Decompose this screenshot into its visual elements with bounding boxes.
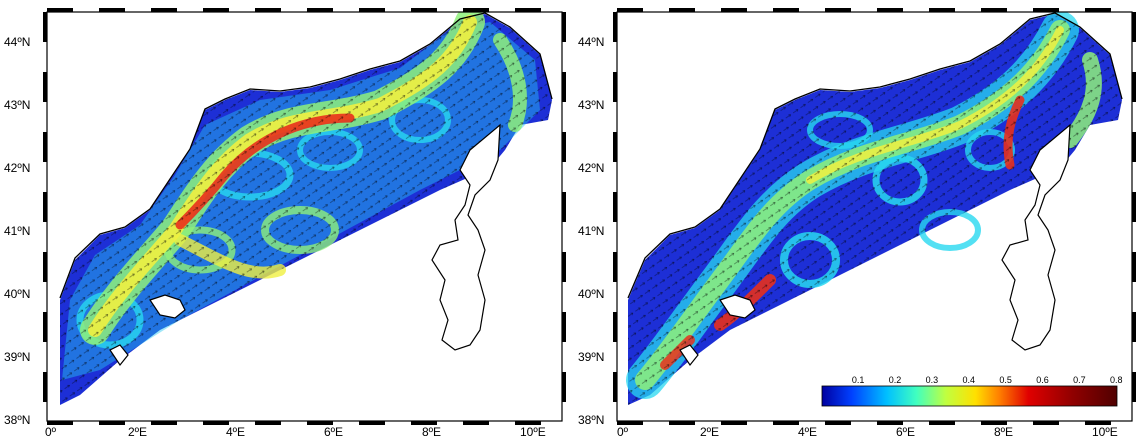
lon-label: 10ºE [1092,425,1118,439]
mainland-coast [59,12,553,299]
lat-label: 44ºN [4,35,30,49]
lat-label: 42ºN [4,161,30,175]
lon-label: 2ºE [700,425,719,439]
lat-label: 38ºN [578,413,604,427]
lon-label: 8ºE [422,425,441,439]
colorbar-tick-label: 0.5 [999,375,1012,385]
colorbar-gradient [821,385,1118,407]
lon-label: 2ºE [128,425,147,439]
lon-label: 4ºE [798,425,817,439]
lat-label: 38ºN [4,413,30,427]
colorbar-ticks: 0.1 0.2 0.3 0.4 0.5 0.6 0.7 0.8 [852,375,1123,385]
lon-label: 6ºE [324,425,343,439]
colorbar-tick-label: 0.7 [1073,375,1086,385]
mainland-coast [627,12,1123,299]
colorbar-tick-label: 0.8 [1110,375,1123,385]
colorbar-tick-label: 0.1 [852,375,865,385]
lat-label: 40ºN [4,287,30,301]
lat-label: 39ºN [4,350,30,364]
lat-label: 43ºN [4,98,30,112]
lat-label: 41ºN [578,224,604,238]
colorbar-tick-label: 0.2 [889,375,902,385]
map-left-svg: 44ºN 43ºN 42ºN 41ºN 40ºN 39ºN 38ºN 0º 2º… [4,8,566,439]
lon-labels-right: 0º 2ºE 4ºE 6ºE 8ºE 10ºE [617,425,1118,439]
corsica-sardinia-coast [1001,123,1071,351]
lat-label: 39ºN [578,350,604,364]
colorbar: 0.1 0.2 0.3 0.4 0.5 0.6 0.7 0.8 [821,375,1123,407]
map-right-field [626,12,1123,405]
lon-label: 6ºE [896,425,915,439]
map-right-border-ticks [613,8,1136,425]
lat-label: 43ºN [578,98,604,112]
map-left-field [59,12,553,405]
lat-labels-left: 44ºN 43ºN 42ºN 41ºN 40ºN 39ºN 38ºN [4,35,30,427]
map-right-svg: 44ºN 43ºN 42ºN 41ºN 40ºN 39ºN 38ºN 0º 2º… [578,8,1136,439]
lon-label: 4ºE [226,425,245,439]
colorbar-tick-label: 0.4 [963,375,976,385]
balearic-coast [109,294,186,367]
corsica-sardinia-coast [431,123,501,351]
map-left-border-ticks [43,8,566,425]
lat-labels-right: 44ºN 43ºN 42ºN 41ºN 40ºN 39ºN 38ºN [578,35,604,427]
lat-label: 41ºN [4,224,30,238]
colorbar-tick-label: 0.3 [926,375,939,385]
lon-labels-left: 0º 2ºE 4ºE 6ºE 8ºE 10ºE [45,425,546,439]
lon-label: 0º [45,425,57,439]
map-panel-left: 44ºN 43ºN 42ºN 41ºN 40ºN 39ºN 38ºN 0º 2º… [0,0,571,439]
lon-label: 10ºE [520,425,546,439]
lon-label: 8ºE [994,425,1013,439]
lat-label: 40ºN [578,287,604,301]
lon-label: 0º [617,425,629,439]
map-panel-right: 44ºN 43ºN 42ºN 41ºN 40ºN 39ºN 38ºN 0º 2º… [570,0,1141,439]
lat-label: 44ºN [578,35,604,49]
lat-label: 42ºN [578,161,604,175]
balearic-coast [679,294,756,367]
colorbar-tick-label: 0.6 [1036,375,1049,385]
